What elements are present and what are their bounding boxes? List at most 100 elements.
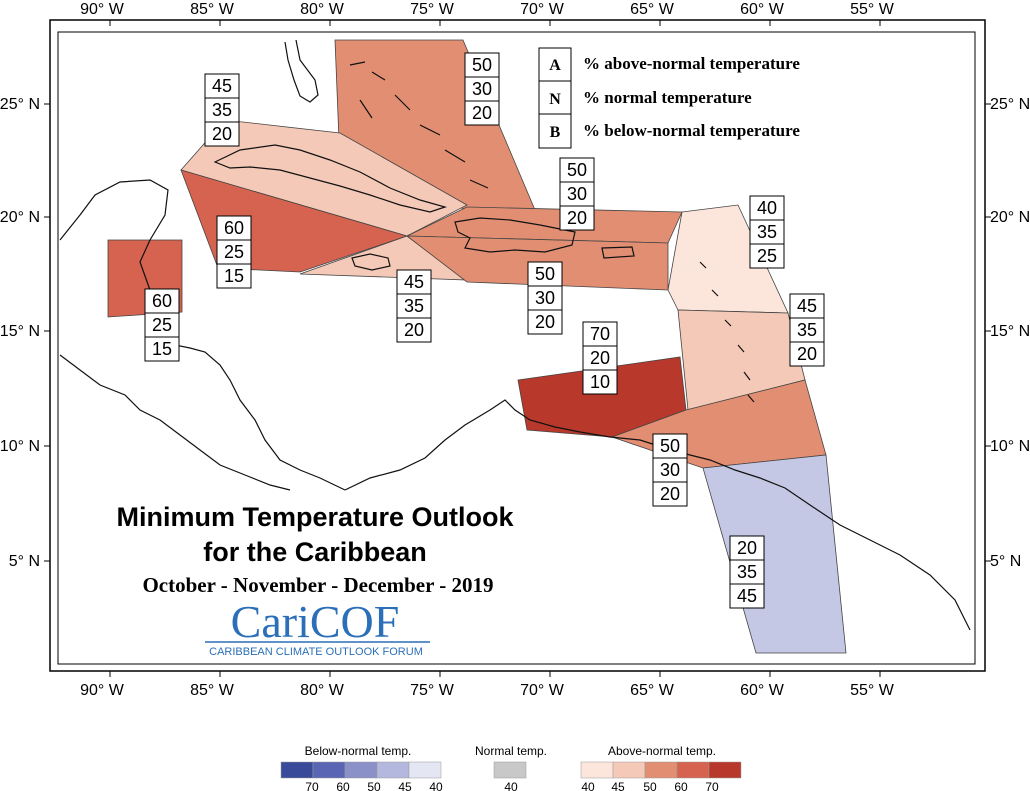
- value-text: 35: [212, 100, 232, 120]
- region-value-boxes: 50 30 20 45 35 20 60 25 15 60 25 15 45 35 20 50 30 2…: [144, 52, 825, 609]
- value-text: 45: [797, 296, 817, 316]
- key-text-normal: % normal temperature: [583, 88, 752, 107]
- lat-label-right: 25° N: [990, 96, 1030, 113]
- colorbar-swatch-above: [676, 761, 710, 779]
- title-line-1: Minimum Temperature Outlook: [116, 502, 514, 532]
- colorbar-swatch-below: [408, 761, 442, 779]
- value-text: 20: [797, 344, 817, 364]
- value-text: 10: [590, 372, 610, 392]
- lat-label-left: 5° N: [9, 553, 40, 570]
- value-box: [144, 312, 180, 338]
- lon-label-bottom: 70° W: [520, 682, 565, 699]
- colorbar-tick-below: 50: [367, 780, 381, 791]
- key-letter-box: [538, 47, 572, 149]
- colorbar-tick-above: 40: [581, 780, 595, 791]
- value-box: [396, 293, 432, 319]
- value-box: [729, 535, 765, 561]
- value-text: 15: [152, 339, 172, 359]
- colorbar-swatch-below: [344, 761, 378, 779]
- value-text: 45: [737, 586, 757, 606]
- colorbar-tick-above: 45: [611, 780, 625, 791]
- value-text: 20: [590, 348, 610, 368]
- value-text: 20: [567, 208, 587, 228]
- values-abc-islands: 70 20 10: [582, 321, 618, 395]
- key-text-below: % below-normal temperature: [583, 121, 800, 140]
- colorbar-swatch-below: [280, 761, 314, 779]
- value-text: 50: [535, 264, 555, 284]
- puerto-rico-coast: [601, 246, 635, 259]
- probability-colorbar: Below-normal temp. 70 60 50 45 40 Normal temp.…: [280, 744, 742, 791]
- value-text: 50: [567, 160, 587, 180]
- value-box: [204, 121, 240, 147]
- lesser-antilles-islands: [699, 261, 755, 403]
- colorbar-swatch-below: [312, 761, 346, 779]
- value-text: 45: [404, 272, 424, 292]
- cuba-coast: [213, 144, 448, 213]
- values-cuba: 45 35 20: [204, 73, 240, 147]
- value-text: 45: [212, 76, 232, 96]
- colorbar-tick-below: 45: [398, 780, 412, 791]
- colorbar-title-below: Below-normal temp.: [305, 744, 412, 758]
- lon-label-bottom: 65° W: [630, 682, 675, 699]
- colorbar-swatch-above: [708, 761, 742, 779]
- colorbar-swatch-normal: [493, 761, 527, 779]
- lon-label-bottom: 90° W: [80, 682, 125, 699]
- values-guianas: 20 35 45: [729, 535, 765, 609]
- values-caribbean-central: 50 30 20: [527, 261, 563, 335]
- lat-label-right: 5° N: [990, 553, 1021, 570]
- value-text: 30: [472, 79, 492, 99]
- values-windward: 45 35 20: [789, 293, 825, 367]
- lat-label-right: 20° N: [990, 209, 1030, 226]
- value-box: [464, 52, 500, 78]
- value-text: 35: [757, 222, 777, 242]
- value-text: 60: [152, 291, 172, 311]
- lon-label-top: 60° W: [740, 1, 785, 18]
- key-letter-a: A: [549, 57, 561, 74]
- latitude-labels-left: 25° N 20° N 15° N 10° N 5° N: [0, 96, 50, 570]
- key-letter-n: N: [549, 91, 561, 108]
- value-box: [527, 285, 563, 311]
- caricof-logo: CariCOF CARIBBEAN CLIMATE OUTLOOK FORUM: [205, 596, 430, 658]
- value-text: 40: [757, 198, 777, 218]
- value-text: 30: [535, 288, 555, 308]
- value-box: [789, 317, 825, 343]
- map-inner-frame: [57, 31, 976, 665]
- value-box: [582, 321, 618, 347]
- colorbar-tick-below: 40: [429, 780, 443, 791]
- logo-wordmark: CariCOF: [231, 596, 400, 647]
- value-box: [527, 309, 563, 335]
- values-belize: 60 25 15: [144, 288, 180, 362]
- lon-label-top: 70° W: [520, 1, 565, 18]
- values-trinidad: 50 30 20: [652, 433, 688, 507]
- lon-label-top: 80° W: [300, 1, 345, 18]
- value-box: [652, 481, 688, 507]
- value-text: 20: [472, 103, 492, 123]
- colorbar-title-normal: Normal temp.: [475, 744, 547, 758]
- lat-label-right: 15° N: [990, 323, 1030, 340]
- value-text: 20: [535, 312, 555, 332]
- lon-label-top: 65° W: [630, 1, 675, 18]
- value-box: [396, 317, 432, 343]
- value-box: [749, 195, 785, 221]
- value-text: 25: [224, 242, 244, 262]
- value-box: [216, 239, 252, 265]
- value-text: 25: [152, 315, 172, 335]
- value-box: [559, 205, 595, 231]
- value-box: [652, 457, 688, 483]
- hispaniola-coast: [454, 217, 576, 253]
- value-text: 35: [404, 296, 424, 316]
- logo-subtitle: CARIBBEAN CLIMATE OUTLOOK FORUM: [209, 646, 423, 658]
- colorbar-tick-above: 70: [705, 780, 719, 791]
- value-text: 20: [404, 320, 424, 340]
- value-text: 50: [472, 55, 492, 75]
- value-text: 60: [224, 218, 244, 238]
- jamaica-coast: [351, 253, 391, 271]
- values-west-caribbean: 60 25 15: [216, 215, 252, 289]
- value-text: 25: [757, 246, 777, 266]
- value-box: [789, 341, 825, 367]
- value-text: 20: [212, 124, 232, 144]
- lon-label-bottom: 85° W: [190, 682, 235, 699]
- florida-coast: [284, 39, 319, 103]
